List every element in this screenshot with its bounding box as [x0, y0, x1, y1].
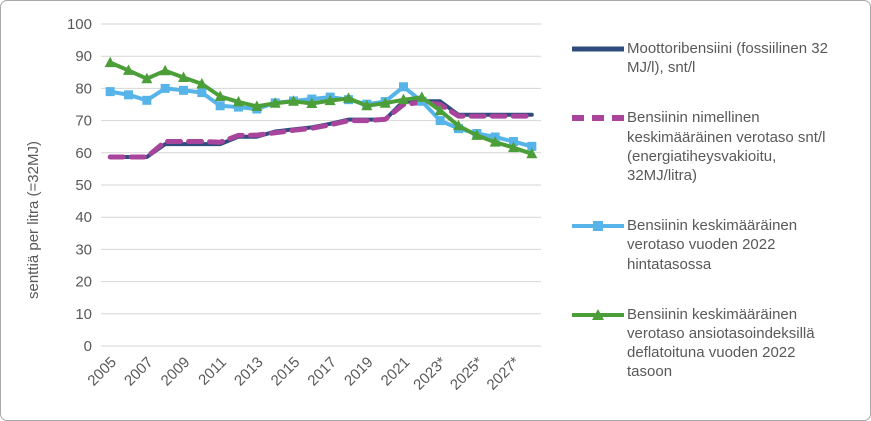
triangle-marker-line-sample-icon: [572, 308, 624, 320]
dashed-line-sample-icon: [572, 115, 624, 122]
x-tick-label: 2023*: [410, 354, 450, 394]
y-tick-label: 80: [75, 80, 92, 97]
x-tick-label: 2027*: [484, 354, 524, 394]
chart-legend: Moottoribensiini (fossiilinen 32 MJ/l), …: [571, 39, 851, 381]
series-1: [107, 99, 535, 160]
y-tick-label: 90: [75, 48, 92, 65]
x-tick-label: 2021: [378, 354, 414, 390]
square-marker-line-sample-icon: [572, 221, 624, 232]
y-tick-label: 0: [84, 338, 92, 355]
x-tick-label: 2015: [268, 354, 304, 390]
x-tick-label: 2011: [195, 354, 230, 389]
legend-item-moottoribensiini: Moottoribensiini (fossiilinen 32 MJ/l), …: [571, 39, 851, 77]
y-tick-label: 20: [75, 274, 92, 291]
solid-line-sample-icon: [572, 46, 624, 52]
y-axis-title: senttiä per litra (=32MJ): [25, 141, 42, 299]
legend-label: Bensiinin keskimääräinen verotaso vuoden…: [627, 217, 798, 273]
legend-item-verotaso-ansiotasoindeksi: Bensiinin keskimääräinen verotaso ansiot…: [571, 305, 851, 382]
y-tick-label: 50: [75, 177, 92, 194]
y-tick-label: 70: [75, 113, 92, 130]
x-tick-label: 2013: [231, 354, 267, 390]
x-tick-label: 2017: [304, 354, 340, 390]
x-tick-labels: 2005 2007 2009 2011 2013 2015 2017 2019 20212023…: [84, 354, 523, 394]
y-tick-label: 40: [75, 209, 92, 226]
legend-item-nimellinen-verotaso: Bensiinin nimellinen keskimääräinen vero…: [571, 108, 851, 185]
y-tick-label: 60: [75, 145, 92, 162]
x-tick-label: 2025*: [447, 354, 487, 394]
y-tick-label: 10: [75, 306, 92, 323]
y-tick-label: 30: [75, 241, 92, 258]
y-tick-label: 100: [67, 16, 92, 33]
legend-label: Moottoribensiini (fossiilinen 32 MJ/l), …: [627, 40, 828, 77]
series-3: [104, 56, 538, 159]
x-tick-label: 2005: [84, 354, 120, 390]
legend-label: Bensiinin keskimääräinen verotaso ansiot…: [627, 305, 815, 381]
y-gridlines: 0 10 20 30 40 50 60 70 80 90 100: [67, 16, 541, 355]
x-tick-label: 2019: [341, 354, 377, 390]
legend-label: Bensiinin nimellinen keskimääräinen vero…: [627, 109, 826, 184]
x-tick-label: 2009: [158, 354, 194, 390]
x-tick-label: 2007: [121, 354, 157, 390]
legend-item-verotaso-2022-hintataso: Bensiinin keskimääräinen verotaso vuoden…: [571, 216, 851, 274]
